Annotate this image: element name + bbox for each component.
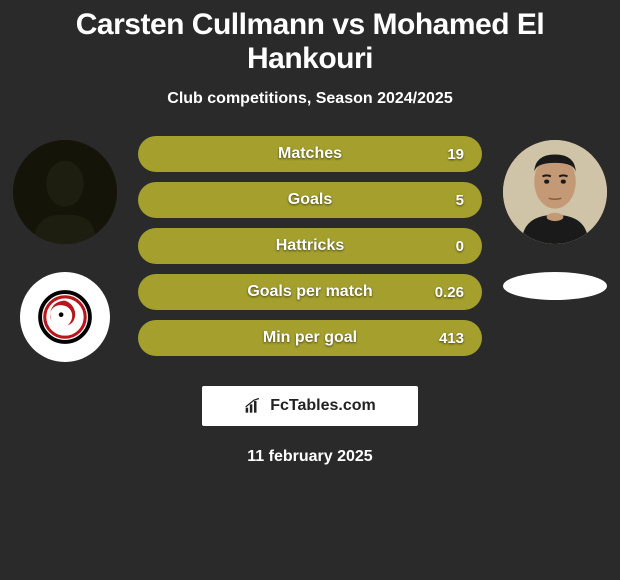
- stat-row-hattricks: Hattricks 0: [138, 228, 482, 264]
- date: 11 february 2025: [10, 448, 610, 466]
- stat-value: 413: [439, 330, 464, 347]
- page-title: Carsten Cullmann vs Mohamed El Hankouri: [10, 8, 610, 76]
- avatar-face-icon: [503, 140, 607, 244]
- comparison-card: Carsten Cullmann vs Mohamed El Hankouri …: [0, 0, 620, 474]
- stat-value: 0: [456, 238, 464, 255]
- left-column: [10, 136, 120, 362]
- stat-row-goals-per-match: Goals per match 0.26: [138, 274, 482, 310]
- columns: Matches 19 Goals 5 Hattricks 0 Goals per…: [10, 136, 610, 362]
- stat-value: 19: [447, 146, 464, 163]
- right-club-badge: [503, 272, 607, 300]
- stat-value: 0.26: [435, 284, 464, 301]
- brand-text: FcTables.com: [270, 397, 376, 415]
- left-player-avatar: [13, 140, 117, 244]
- chart-icon: [244, 397, 264, 415]
- brand-badge[interactable]: FcTables.com: [202, 386, 418, 426]
- stat-value: 5: [456, 192, 464, 209]
- stat-row-goals: Goals 5: [138, 182, 482, 218]
- left-club-badge: [20, 272, 110, 362]
- right-player-avatar: [503, 140, 607, 244]
- stat-label: Matches: [278, 145, 342, 163]
- avatar-placeholder-icon: [13, 140, 117, 244]
- subtitle: Club competitions, Season 2024/2025: [10, 90, 610, 108]
- club-logo-icon: [30, 282, 100, 352]
- stat-label: Min per goal: [263, 329, 357, 347]
- stat-label: Hattricks: [276, 237, 344, 255]
- stat-label: Goals per match: [247, 283, 372, 301]
- right-column: [500, 136, 610, 300]
- stat-row-matches: Matches 19: [138, 136, 482, 172]
- stat-row-min-per-goal: Min per goal 413: [138, 320, 482, 356]
- stat-label: Goals: [288, 191, 332, 209]
- stats-column: Matches 19 Goals 5 Hattricks 0 Goals per…: [138, 136, 482, 356]
